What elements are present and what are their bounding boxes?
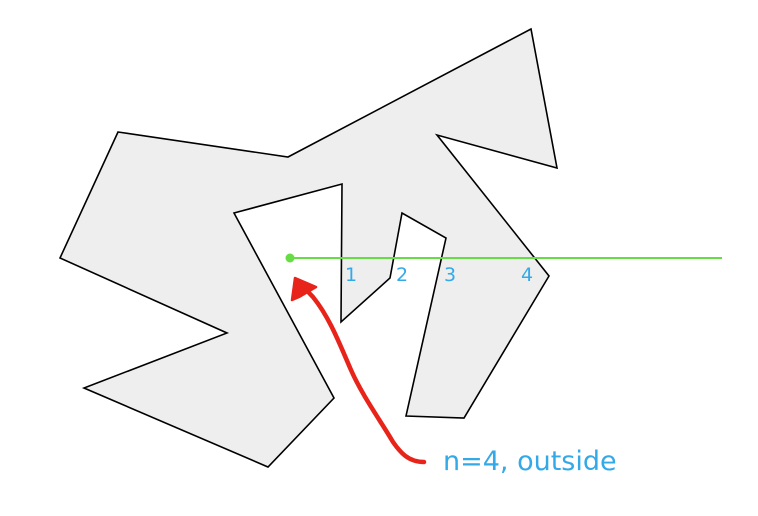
arrow-head bbox=[290, 276, 318, 302]
crossing-label-2: 2 bbox=[396, 264, 408, 286]
polygon-shape bbox=[58, 27, 559, 468]
crossing-label-3: 3 bbox=[444, 264, 456, 286]
crossing-label-4: 4 bbox=[521, 264, 533, 286]
test-point bbox=[285, 253, 295, 263]
crossing-label-1: 1 bbox=[345, 264, 357, 286]
arrow-shaft bbox=[295, 278, 427, 465]
annotation-text: n=4, outside bbox=[443, 446, 617, 477]
